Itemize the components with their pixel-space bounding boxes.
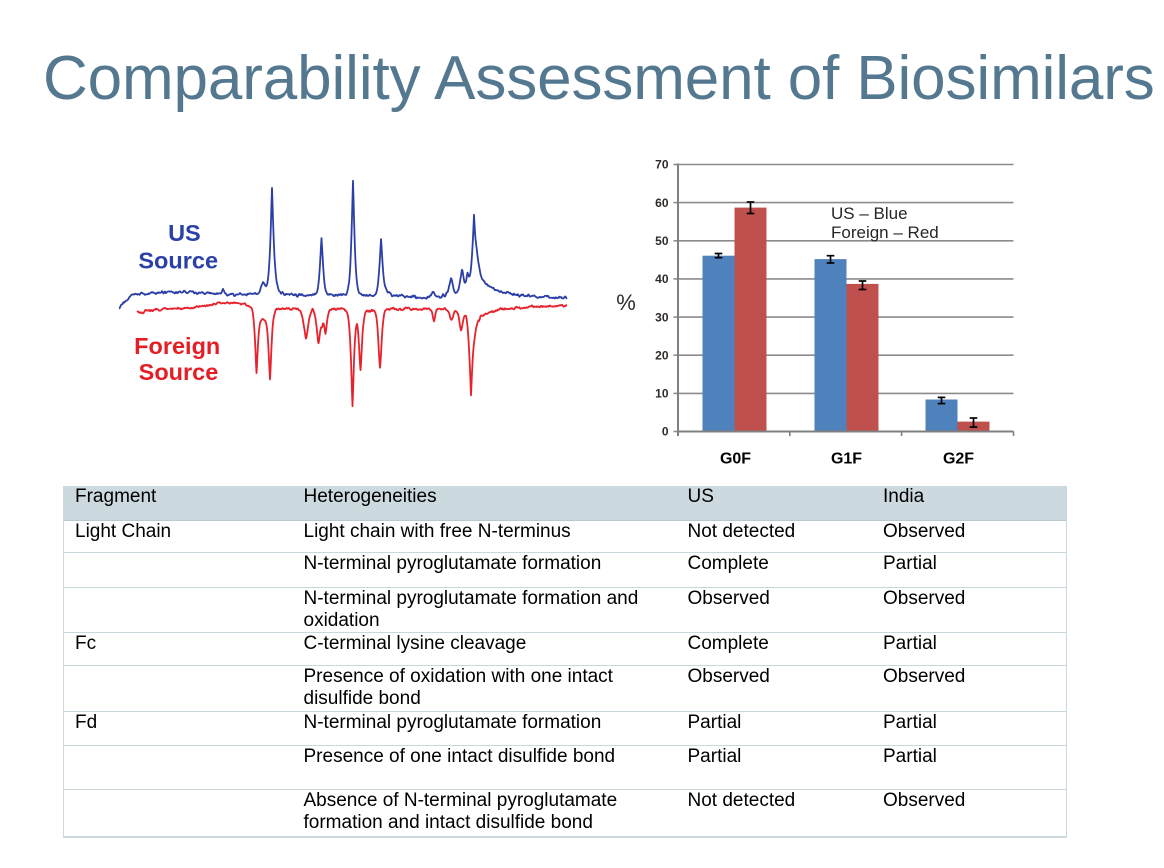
svg-text:Source: Source xyxy=(139,359,219,385)
svg-text:G0F: G0F xyxy=(720,451,751,468)
svg-text:G1F: G1F xyxy=(831,451,862,468)
svg-text:Source: Source xyxy=(138,248,218,274)
svg-text:Foreign: Foreign xyxy=(134,333,220,359)
svg-text:US – Blue: US – Blue xyxy=(831,204,908,223)
svg-text:0: 0 xyxy=(662,425,669,439)
svg-text:%: % xyxy=(616,290,636,315)
svg-text:70: 70 xyxy=(655,158,669,172)
svg-text:US: US xyxy=(168,220,201,246)
svg-text:20: 20 xyxy=(655,348,669,362)
svg-text:G2F: G2F xyxy=(943,451,974,468)
svg-text:10: 10 xyxy=(655,387,669,401)
svg-text:Foreign – Red: Foreign – Red xyxy=(831,223,939,242)
svg-text:40: 40 xyxy=(655,272,669,286)
svg-text:60: 60 xyxy=(655,196,669,210)
svg-text:30: 30 xyxy=(655,310,669,324)
svg-text:50: 50 xyxy=(655,234,669,248)
